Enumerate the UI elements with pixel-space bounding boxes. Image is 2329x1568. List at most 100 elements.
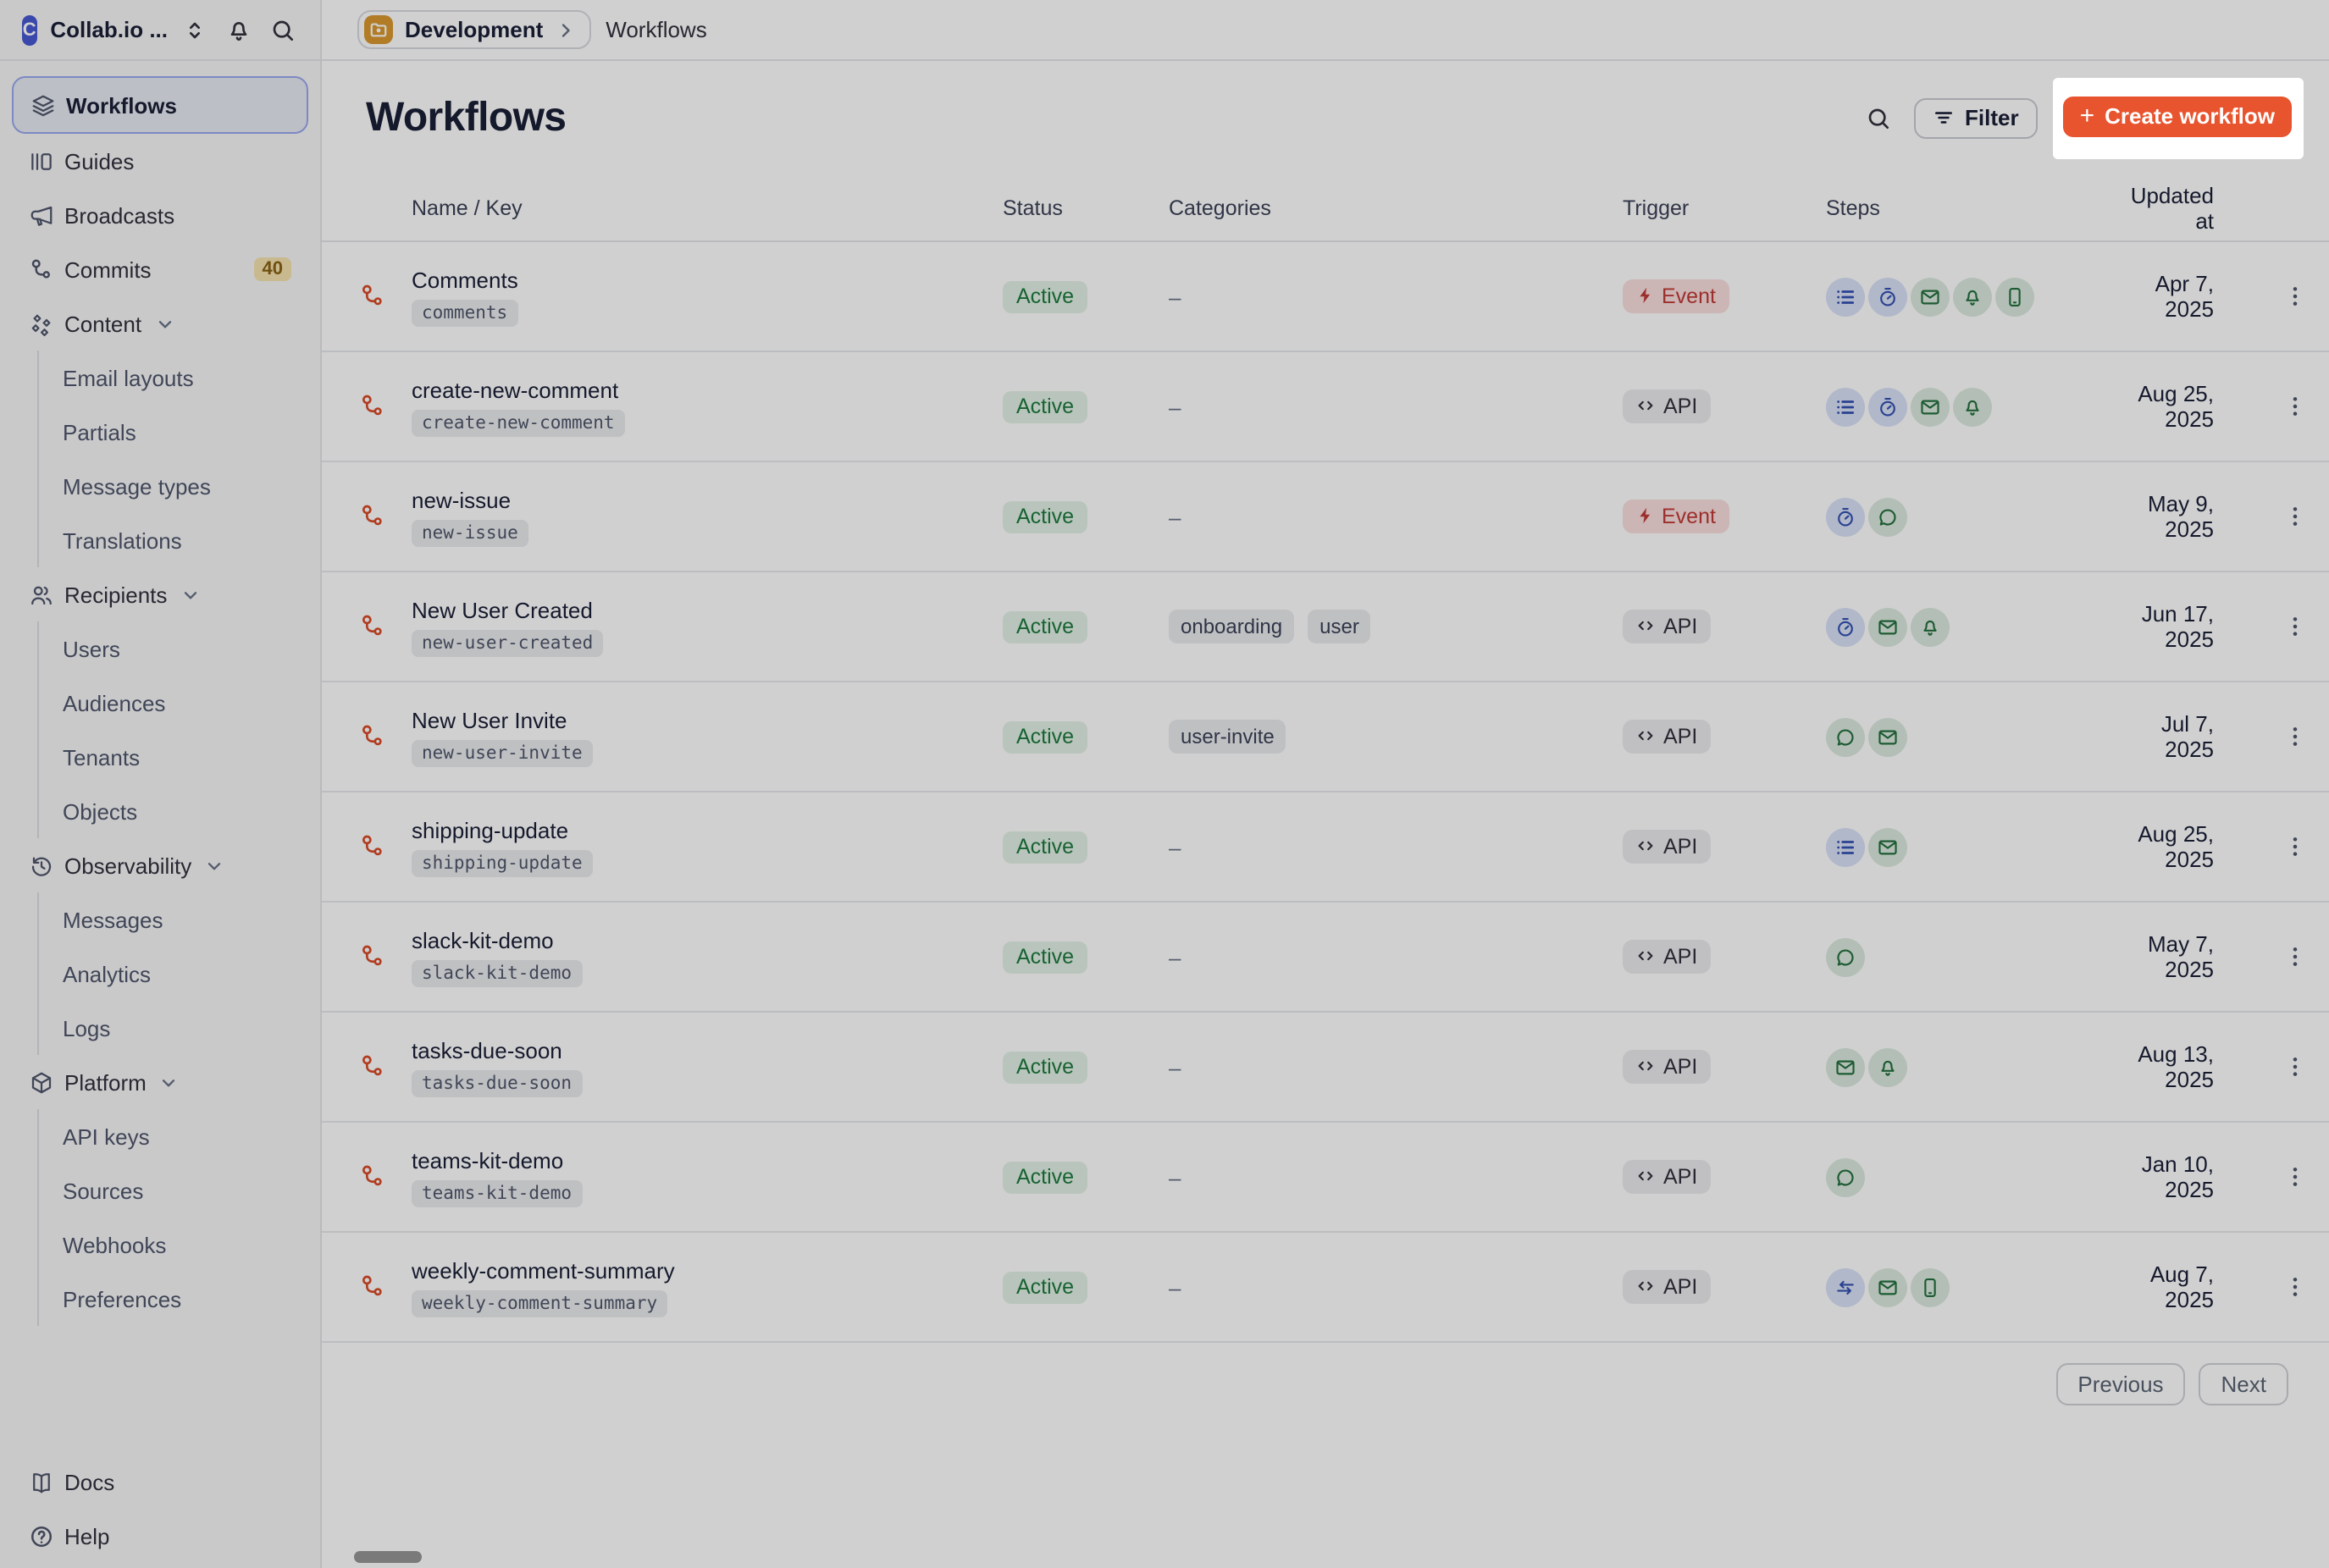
code-icon <box>1636 396 1657 417</box>
chevron-down-icon <box>153 312 175 334</box>
workflow-branch-icon <box>359 503 386 530</box>
workflow-row-comments[interactable]: Comments comments Active – Event Apr 7, … <box>322 242 2329 352</box>
sidebar-subitem-logs[interactable]: Logs <box>63 1015 111 1041</box>
chevron-down-icon <box>179 583 201 605</box>
sidebar-subitem-tenants[interactable]: Tenants <box>63 744 141 770</box>
chevron-right-icon <box>555 19 575 40</box>
sidebar-item-guides[interactable]: Guides <box>12 134 308 188</box>
step-email-icon <box>1911 387 1950 426</box>
horizontal-scrollbar-thumb[interactable] <box>354 1551 422 1563</box>
sidebar-subitem-audiences[interactable]: Audiences <box>63 690 166 715</box>
environment-selector[interactable]: Development <box>357 10 591 49</box>
kebab-menu-icon[interactable] <box>2282 503 2309 530</box>
kebab-menu-icon[interactable] <box>2282 833 2309 860</box>
workflow-row-shipping-update[interactable]: shipping-update shipping-update Active –… <box>322 792 2329 903</box>
category-tag: user-invite <box>1169 720 1286 754</box>
step-bell-icon <box>1911 607 1950 646</box>
sidebar-subitem-api-keys[interactable]: API keys <box>63 1124 150 1149</box>
updated-at: May 9, 2025 <box>2147 491 2214 542</box>
chevron-down-icon <box>158 1071 180 1093</box>
workflow-key-pill: tasks-due-soon <box>412 1069 583 1096</box>
sidebar-subitem-users[interactable]: Users <box>63 636 120 661</box>
sidebar-item-workflows[interactable]: Workflows <box>12 76 308 134</box>
status-badge: Active <box>1003 1051 1088 1083</box>
sidebar-item-recipients[interactable]: Recipients <box>12 567 308 621</box>
kebab-menu-icon[interactable] <box>2282 1053 2309 1080</box>
filter-button[interactable]: Filter <box>1914 97 2038 138</box>
sidebar-item-docs[interactable]: Docs <box>12 1455 308 1509</box>
workflow-row-create-new-comment[interactable]: create-new-comment create-new-comment Ac… <box>322 352 2329 462</box>
sidebar-subitem-translations[interactable]: Translations <box>63 527 182 553</box>
sidebar-item-help[interactable]: Help <box>12 1509 308 1563</box>
updated-at: Aug 13, 2025 <box>2138 1041 2214 1092</box>
workflow-row-new-user-created[interactable]: New User Created new-user-created Active… <box>322 572 2329 682</box>
empty-categories-dash: – <box>1169 284 1181 309</box>
guides-icon <box>29 148 54 174</box>
sidebar-subitem-email-layouts[interactable]: Email layouts <box>63 365 194 390</box>
workflow-key-pill: weekly-comment-summary <box>412 1289 668 1317</box>
kebab-menu-icon[interactable] <box>2282 283 2309 310</box>
sidebar-item-commits[interactable]: Commits 40 <box>12 242 308 296</box>
status-badge: Active <box>1003 390 1088 422</box>
code-icon <box>1636 1057 1657 1077</box>
sidebar-subitem-messages[interactable]: Messages <box>63 907 163 932</box>
workflow-row-slack-kit-demo[interactable]: slack-kit-demo slack-kit-demo Active – A… <box>322 903 2329 1013</box>
workflow-key-pill: teams-kit-demo <box>412 1179 583 1206</box>
people-icon <box>29 582 54 607</box>
sidebar-subitem-objects[interactable]: Objects <box>63 798 138 824</box>
workflow-row-new-issue[interactable]: new-issue new-issue Active – Event May 9… <box>322 462 2329 572</box>
previous-page-button[interactable]: Previous <box>2055 1363 2186 1405</box>
updown-chevron-icon[interactable] <box>181 16 208 43</box>
workflow-name: weekly-comment-summary <box>412 1257 675 1283</box>
workflow-row-teams-kit-demo[interactable]: teams-kit-demo teams-kit-demo Active – A… <box>322 1123 2329 1233</box>
sidebar-item-label: Broadcasts <box>64 202 175 228</box>
trigger-badge-api: API <box>1623 1160 1712 1194</box>
kebab-menu-icon[interactable] <box>2282 943 2309 970</box>
bell-icon[interactable] <box>225 16 252 43</box>
sidebar-subitem-sources[interactable]: Sources <box>63 1178 144 1203</box>
branch-icon <box>29 257 54 282</box>
trigger-badge-api: API <box>1623 1050 1712 1084</box>
status-badge: Active <box>1003 1161 1088 1193</box>
step-timer-icon <box>1826 607 1865 646</box>
kebab-menu-icon[interactable] <box>2282 1273 2309 1300</box>
trigger-badge-event: Event <box>1623 499 1729 533</box>
kebab-menu-icon[interactable] <box>2282 393 2309 420</box>
workflows-table: Name / Key Status Categories Trigger Steps Up… <box>322 174 2329 1343</box>
empty-categories-dash: – <box>1169 1274 1181 1300</box>
filter-label: Filter <box>1965 105 2019 130</box>
workflow-name: New User Invite <box>412 707 567 732</box>
kebab-menu-icon[interactable] <box>2282 723 2309 750</box>
sidebar-subitem-preferences[interactable]: Preferences <box>63 1286 182 1311</box>
status-badge: Active <box>1003 941 1088 973</box>
kebab-menu-icon[interactable] <box>2282 613 2309 640</box>
create-workflow-label: Create workflow <box>2105 103 2275 129</box>
workflow-row-tasks-due-soon[interactable]: tasks-due-soon tasks-due-soon Active – A… <box>322 1013 2329 1123</box>
sidebar-item-observability[interactable]: Observability <box>12 838 308 892</box>
workflow-row-new-user-invite[interactable]: New User Invite new-user-invite Active u… <box>322 682 2329 792</box>
step-bell-icon <box>1953 277 1992 316</box>
empty-categories-dash: – <box>1169 1164 1181 1190</box>
sidebar-group-content: Email layouts Partials Message types Transl… <box>37 351 308 567</box>
sidebar-subitem-message-types[interactable]: Message types <box>63 473 211 499</box>
sidebar-nav: Workflows Guides Broadcasts Commits 40 Conten… <box>0 61 320 1326</box>
sidebar-item-label: Content <box>64 311 142 336</box>
kebab-menu-icon[interactable] <box>2282 1163 2309 1190</box>
next-page-button[interactable]: Next <box>2199 1363 2288 1405</box>
status-badge: Active <box>1003 1271 1088 1303</box>
search-icon[interactable] <box>269 16 296 43</box>
workflow-name: slack-kit-demo <box>412 927 554 952</box>
search-button[interactable] <box>1858 97 1899 138</box>
trigger-badge-event: Event <box>1623 279 1729 313</box>
sidebar-item-content[interactable]: Content <box>12 296 308 351</box>
org-switcher[interactable]: C Collab.io ... <box>0 0 320 61</box>
sidebar-subitem-analytics[interactable]: Analytics <box>63 961 152 986</box>
sidebar-subitem-partials[interactable]: Partials <box>63 419 136 444</box>
updated-at: Aug 25, 2025 <box>2138 821 2214 872</box>
sidebar-group-recipients: Users Audiences Tenants Objects <box>37 621 308 838</box>
sidebar-item-broadcasts[interactable]: Broadcasts <box>12 188 308 242</box>
create-workflow-button[interactable]: + Create workflow <box>2062 96 2292 136</box>
workflow-row-weekly-comment-summary[interactable]: weekly-comment-summary weekly-comment-su… <box>322 1233 2329 1343</box>
sidebar-item-platform[interactable]: Platform <box>12 1055 308 1109</box>
sidebar-subitem-webhooks[interactable]: Webhooks <box>63 1232 167 1257</box>
